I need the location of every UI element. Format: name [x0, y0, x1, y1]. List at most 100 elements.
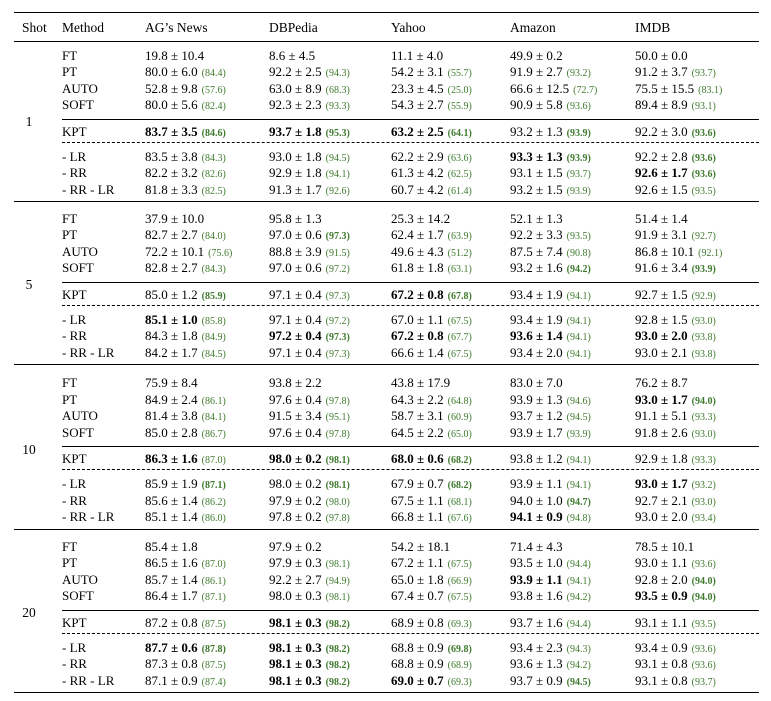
cell-value: 91.1 ± 5.1: [635, 408, 688, 424]
table-cell: 93.0 ± 1.8 (94.5): [269, 148, 350, 165]
cell-value: 93.2 ± 1.3: [510, 123, 563, 139]
table-cell: 23.3 ± 4.5 (25.0): [391, 80, 472, 97]
cell-best-score: (97.2): [325, 264, 350, 276]
table-cell: 67.2 ± 1.1 (67.5): [391, 554, 472, 571]
cell-best-score: (25.0): [447, 84, 472, 96]
table-cell: 92.6 ± 1.7 (93.6): [635, 164, 716, 181]
cell-best-score: (94.1): [566, 332, 591, 344]
cell-best-score: (72.7): [573, 84, 598, 96]
cell-best-score: (93.7): [691, 68, 716, 80]
cell-best-score: (63.6): [447, 152, 472, 164]
cell-value: 93.9 ± 1.7: [510, 424, 563, 440]
cell-value: 75.9 ± 8.4: [145, 375, 198, 390]
cell-value: 85.1 ± 1.0: [145, 311, 198, 327]
cell-value: 93.8 ± 2.2: [269, 375, 322, 390]
cell-value: 97.2 ± 0.4: [269, 328, 322, 344]
table-cell: 97.9 ± 0.2 (98.0): [269, 492, 350, 509]
cell-value: 97.1 ± 0.4: [269, 286, 322, 302]
table-cell: 92.7 ± 1.5 (92.9): [635, 286, 716, 303]
cell-value: 67.2 ± 0.8: [391, 328, 444, 344]
cell-value: 64.3 ± 2.2: [391, 391, 444, 407]
cell-best-score: (94.8): [566, 513, 591, 525]
table-cell: 93.6 ± 1.4 (94.1): [510, 327, 591, 344]
table-cell: 98.0 ± 0.2 (98.1): [269, 475, 350, 492]
table-cell: 93.5 ± 1.0 (94.4): [510, 554, 591, 571]
cell-best-score: (94.1): [325, 169, 350, 181]
cell-value: 85.1 ± 1.4: [145, 509, 198, 525]
method-cell: AUTO: [62, 408, 98, 424]
cell-best-score: (98.1): [325, 592, 350, 604]
table-cell: 92.9 ± 1.8 (93.3): [635, 450, 716, 467]
cell-best-score: (94.2): [566, 660, 591, 672]
method-cell: AUTO: [62, 571, 98, 587]
table-cell: 75.9 ± 8.4: [145, 374, 198, 391]
table-cell: 66.8 ± 1.1 (67.6): [391, 508, 472, 525]
cell-value: 91.3 ± 1.7: [269, 181, 322, 197]
cell-value: 93.2 ± 1.6: [510, 260, 563, 276]
cell-best-score: (98.2): [325, 676, 350, 688]
cell-value: 92.2 ± 2.8: [635, 148, 688, 164]
cell-value: 97.0 ± 0.6: [269, 260, 322, 276]
table-cell: 49.9 ± 0.2: [510, 47, 563, 64]
cell-value: 91.9 ± 3.1: [635, 227, 688, 243]
table-cell: 92.6 ± 1.5 (93.5): [635, 181, 716, 198]
cell-value: 87.2 ± 0.8: [145, 614, 198, 630]
table-cell: 83.5 ± 3.8 (84.3): [145, 148, 226, 165]
cell-value: 85.4 ± 1.8: [145, 538, 198, 554]
cell-value: 37.9 ± 10.0: [145, 210, 205, 226]
table-cell: 93.4 ± 0.9 (93.6): [635, 639, 716, 656]
method-cell: - RR: [62, 492, 87, 508]
cell-best-score: (86.1): [201, 575, 226, 587]
cell-value: 84.2 ± 1.7: [145, 344, 198, 360]
header-shot: Shot: [22, 20, 47, 35]
cell-value: 80.0 ± 5.6: [145, 97, 198, 113]
cell-value: 93.0 ± 2.1: [635, 344, 688, 360]
ablation-dashed-rule: [62, 469, 759, 470]
cell-best-score: (64.8): [447, 395, 472, 407]
cell-best-score: (85.8): [201, 315, 226, 327]
cell-value: 89.4 ± 8.9: [635, 97, 688, 113]
table-cell: 82.7 ± 2.7 (84.0): [145, 226, 226, 243]
cell-best-score: (95.1): [325, 412, 350, 424]
table-cell: 92.2 ± 2.7 (94.9): [269, 571, 350, 588]
ablation-dashed-rule: [62, 141, 759, 143]
table-cell: 89.4 ± 8.9 (93.1): [635, 96, 716, 113]
cell-value: 67.0 ± 1.1: [391, 311, 444, 327]
table-cell: 90.9 ± 5.8 (93.6): [510, 96, 591, 113]
method-cell: - RR - LR: [62, 344, 115, 360]
cell-value: 85.0 ± 1.2: [145, 286, 198, 302]
table-cell: 93.8 ± 1.6 (94.2): [510, 587, 591, 604]
cell-value: 67.4 ± 0.7: [391, 588, 444, 604]
cell-value: 92.3 ± 2.3: [269, 97, 322, 113]
cell-value: 98.0 ± 0.3: [269, 588, 322, 604]
cell-value: 54.2 ± 3.1: [391, 64, 444, 80]
cell-best-score: (93.4): [691, 513, 716, 525]
cell-value: 97.1 ± 0.4: [269, 344, 322, 360]
header-dataset: IMDB: [635, 20, 671, 35]
cell-best-score: (93.0): [691, 496, 716, 508]
cell-value: 98.0 ± 0.2: [269, 451, 322, 467]
cell-best-score: (67.8): [447, 290, 472, 302]
table-cell: 93.0 ± 1.7 (93.2): [635, 475, 716, 492]
cell-best-score: (94.7): [566, 496, 591, 508]
cell-value: 93.0 ± 1.8: [269, 148, 322, 164]
cell-best-score: (97.3): [325, 332, 350, 344]
method-cell: PT: [62, 555, 78, 571]
table-cell: 93.1 ± 1.1 (93.5): [635, 614, 716, 631]
table-cell: 93.9 ± 1.1 (94.1): [510, 475, 591, 492]
table-cell: 84.3 ± 1.8 (84.9): [145, 327, 226, 344]
cell-value: 87.5 ± 7.4: [510, 243, 563, 259]
table-cell: 94.1 ± 0.9 (94.8): [510, 508, 591, 525]
cell-best-score: (68.2): [447, 455, 472, 467]
cell-value: 84.3 ± 1.8: [145, 328, 198, 344]
table-cell: 85.1 ± 1.4 (86.0): [145, 508, 226, 525]
table-cell: 43.8 ± 17.9: [391, 374, 450, 391]
cell-best-score: (67.5): [447, 348, 472, 360]
cell-value: 95.8 ± 1.3: [269, 210, 322, 226]
cell-value: 93.4 ± 1.9: [510, 311, 563, 327]
cell-best-score: (97.3): [325, 290, 350, 302]
cell-value: 81.8 ± 3.3: [145, 181, 198, 197]
cell-value: 8.6 ± 4.5: [269, 47, 316, 63]
cell-best-score: (84.0): [201, 231, 226, 243]
method-cell: KPT: [62, 123, 87, 139]
